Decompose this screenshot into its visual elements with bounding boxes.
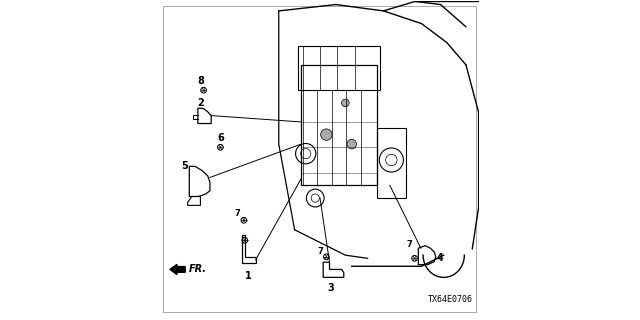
Text: 7: 7 [317, 247, 323, 256]
Text: 5: 5 [181, 161, 188, 171]
Text: 2: 2 [198, 98, 204, 108]
Text: 7: 7 [406, 240, 412, 249]
FancyArrow shape [170, 264, 185, 275]
Bar [301, 65, 377, 185]
Bar [298, 46, 380, 90]
Text: 6: 6 [217, 133, 224, 143]
Text: 8: 8 [197, 76, 204, 86]
Circle shape [347, 140, 356, 149]
Text: 1: 1 [244, 271, 252, 281]
Text: 3: 3 [328, 284, 335, 293]
Bar [377, 128, 406, 198]
Text: 7: 7 [235, 209, 241, 219]
Text: FR.: FR. [188, 264, 206, 275]
Text: TX64E0706: TX64E0706 [428, 295, 472, 304]
Text: 4: 4 [436, 253, 444, 263]
Circle shape [321, 129, 332, 140]
Circle shape [342, 99, 349, 107]
